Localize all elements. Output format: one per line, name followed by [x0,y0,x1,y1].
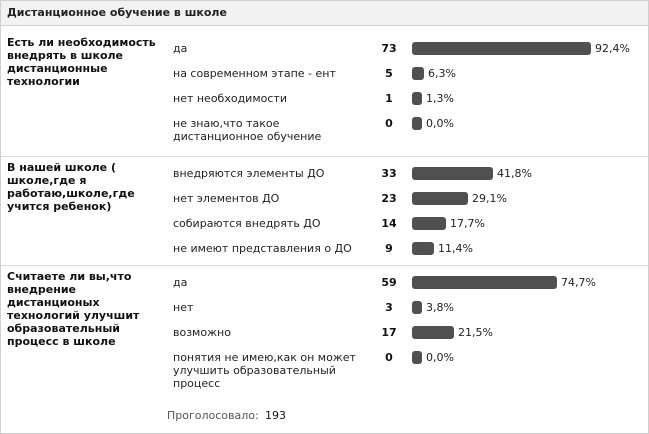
answer-row: не имеют представления о ДО 9 11,4% [1,237,648,261]
answer-label: внедряются элементы ДО [173,167,325,180]
answer-row: на современном этапе - ент 5 6,3% [1,62,648,86]
answer-count: 59 [381,276,397,289]
answer-count: 14 [381,217,397,230]
answer-percent: 21,5% [458,326,493,339]
answer-percent: 74,7% [561,276,596,289]
answer-count: 73 [381,42,397,55]
answer-percent: 6,3% [428,67,456,80]
answer-percent: 11,4% [438,242,473,255]
answer-count: 5 [385,67,393,80]
answer-percent: 0,0% [426,351,454,364]
answer-label: нет [173,301,194,314]
result-bar [412,167,493,180]
result-bar [412,351,422,364]
total-votes-label: Проголосовало: [167,409,259,422]
result-bar [412,67,424,80]
question-group: В нашей школе ( школе,где я работаю,школ… [1,156,648,266]
answer-count: 0 [385,117,393,130]
answer-percent: 29,1% [472,192,507,205]
answer-row: да 73 92,4% [1,37,648,61]
question-text: В нашей школе ( школе,где я работаю,школ… [7,161,135,213]
question-text: Считаете ли вы,что внедрение дистанционы… [7,270,140,348]
answer-percent: 17,7% [450,217,485,230]
answer-row: не знаю,что такое дистанционное обучение… [1,112,648,143]
answer-count: 1 [385,92,393,105]
question-group: Есть ли необходимость внедрять в школе д… [1,32,648,156]
question-text: Есть ли необходимость внедрять в школе д… [7,36,156,88]
answer-label: да [173,42,188,55]
answer-percent: 92,4% [595,42,630,55]
answer-percent: 3,8% [426,301,454,314]
answer-count: 17 [381,326,397,339]
result-bar [412,42,591,55]
question-group: Считаете ли вы,что внедрение дистанционы… [1,265,648,402]
answer-label: да [173,276,188,289]
answer-count: 3 [385,301,393,314]
poll-title: Дистанционное обучение в школе [7,6,227,19]
answer-percent: 41,8% [497,167,532,180]
result-bar [412,276,557,289]
result-bar [412,326,454,339]
answer-label: нет элементов ДО [173,192,280,205]
answer-label: на современном этапе - ент [173,67,336,80]
answer-row: возможно 17 21,5% [1,321,648,345]
answer-row: собираются внедрять ДО 14 17,7% [1,212,648,236]
answer-row: нет элементов ДО 23 29,1% [1,187,648,211]
answer-label: не знаю,что такое дистанционное обучение [173,117,322,143]
result-bar [412,92,422,105]
answer-row: да 59 74,7% [1,271,648,295]
answer-count: 0 [385,351,393,364]
answer-count: 33 [381,167,397,180]
answer-label: нет необходимости [173,92,287,105]
answer-count: 9 [385,242,393,255]
answer-label: собираются внедрять ДО [173,217,321,230]
result-bar [412,217,446,230]
answer-percent: 0,0% [426,117,454,130]
answer-label: возможно [173,326,231,339]
total-votes-value: 193 [265,409,286,422]
answer-row: нет необходимости 1 1,3% [1,87,648,111]
result-bar [412,301,422,314]
answer-label: понятия не имею,как он может улучшить об… [173,351,356,390]
answer-label: не имеют представления о ДО [173,242,352,255]
poll-header: Дистанционное обучение в школе [1,1,648,26]
answer-row: внедряются элементы ДО 33 41,8% [1,162,648,186]
result-bar [412,242,434,255]
result-bar [412,117,422,130]
result-bar [412,192,468,205]
answer-row: нет 3 3,8% [1,296,648,320]
answer-percent: 1,3% [426,92,454,105]
answer-row: понятия не имею,как он может улучшить об… [1,346,648,390]
answer-count: 23 [381,192,397,205]
